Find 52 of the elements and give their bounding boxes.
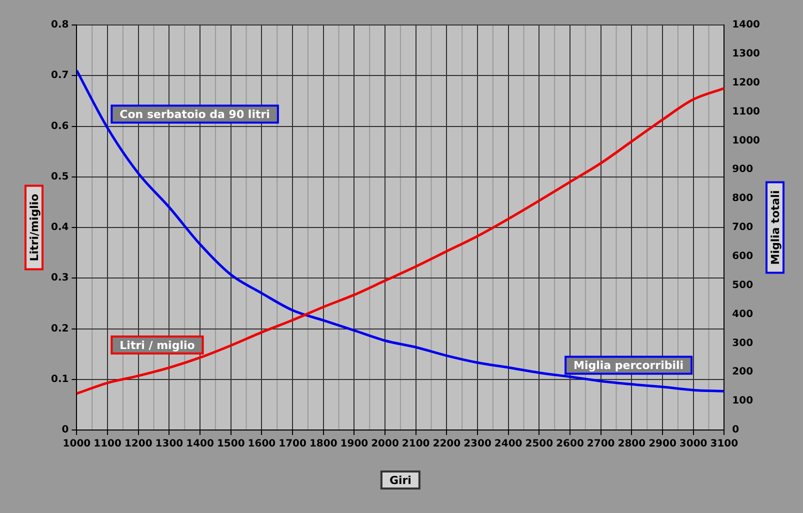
x-tick-label: 1100: [94, 438, 122, 450]
y-tick-label: 0.7: [50, 70, 69, 82]
y2-tick-label: 600: [732, 251, 754, 262]
x-tick-label: 2600: [556, 438, 584, 450]
x-tick-label: 2700: [586, 438, 615, 450]
y-tick-label: 0.1: [50, 374, 69, 385]
x-tick-label: 1900: [340, 438, 368, 450]
y2-tick-label: 800: [732, 193, 754, 204]
y-tick-label: 0: [62, 424, 69, 436]
x-tick-label: 1000: [62, 438, 91, 450]
x-axis-title: Giri: [389, 474, 412, 487]
y2-tick-label: 1200: [732, 77, 760, 88]
y-tick-label: 0.3: [50, 272, 69, 284]
y2-tick-label: 500: [732, 280, 754, 291]
y2-tick-label: 900: [732, 164, 754, 176]
series-label: Miglia percorribili: [574, 359, 684, 372]
x-tick-label: 1800: [309, 438, 338, 450]
x-tick-label: 2300: [464, 438, 492, 450]
y2-tick-label: 1400: [732, 20, 760, 31]
y2-tick-label: 1000: [732, 135, 760, 146]
y2-axis-title: Miglia totali: [768, 190, 782, 265]
y-axis-title: Litri/miglio: [28, 193, 41, 262]
x-tick-label: 1600: [248, 438, 276, 450]
y2-tick-label: 300: [732, 338, 754, 349]
y-tick-label: 0.2: [50, 323, 69, 334]
y2-tick-label: 700: [732, 222, 754, 234]
y-tick-label: 0.5: [50, 171, 69, 182]
y2-tick-label: 400: [732, 308, 754, 320]
x-tick-label: 2800: [618, 438, 646, 450]
x-tick-label: 1200: [124, 438, 152, 450]
x-tick-label: 3000: [679, 438, 708, 450]
y2-tick-label: 1300: [732, 48, 760, 60]
x-tick-label: 2400: [494, 438, 522, 450]
x-tick-label: 2100: [402, 438, 430, 450]
y-tick-label: 0.8: [50, 20, 69, 31]
y2-tick-label: 1100: [732, 106, 760, 118]
x-tick-label: 2200: [432, 438, 461, 450]
x-tick-label: 2000: [371, 438, 399, 450]
y2-tick-label: 0: [732, 424, 740, 436]
x-tick-label: 1700: [278, 438, 306, 450]
x-tick-label: 2900: [648, 438, 676, 450]
x-tick-label: 2500: [525, 438, 554, 450]
y-tick-label: 0.6: [50, 120, 69, 132]
y-tick-label: 0.4: [50, 222, 69, 234]
x-tick-label: 1500: [216, 438, 245, 450]
y2-tick-label: 200: [732, 366, 754, 378]
x-tick-label: 3100: [710, 438, 738, 450]
annotation: Con serbatoio da 90 litri: [120, 108, 270, 121]
x-tick-label: 1300: [155, 438, 184, 450]
x-tick-label: 1400: [186, 438, 214, 450]
y2-tick-label: 100: [732, 396, 754, 407]
series-label: Litri / miglio: [120, 338, 196, 352]
